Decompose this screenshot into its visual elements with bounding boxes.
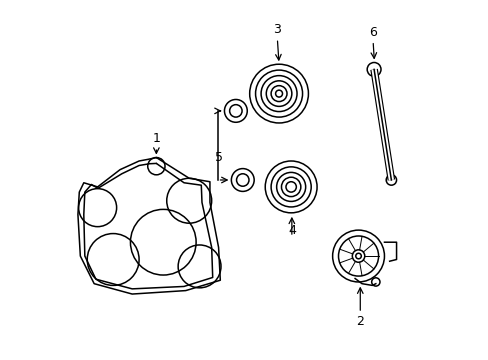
Circle shape (368, 64, 379, 75)
Text: 3: 3 (273, 23, 281, 36)
Text: 6: 6 (368, 26, 376, 39)
Text: 5: 5 (214, 151, 222, 164)
Text: 2: 2 (356, 315, 364, 328)
Text: 1: 1 (152, 132, 160, 145)
Text: 4: 4 (287, 224, 295, 237)
Circle shape (387, 176, 394, 184)
